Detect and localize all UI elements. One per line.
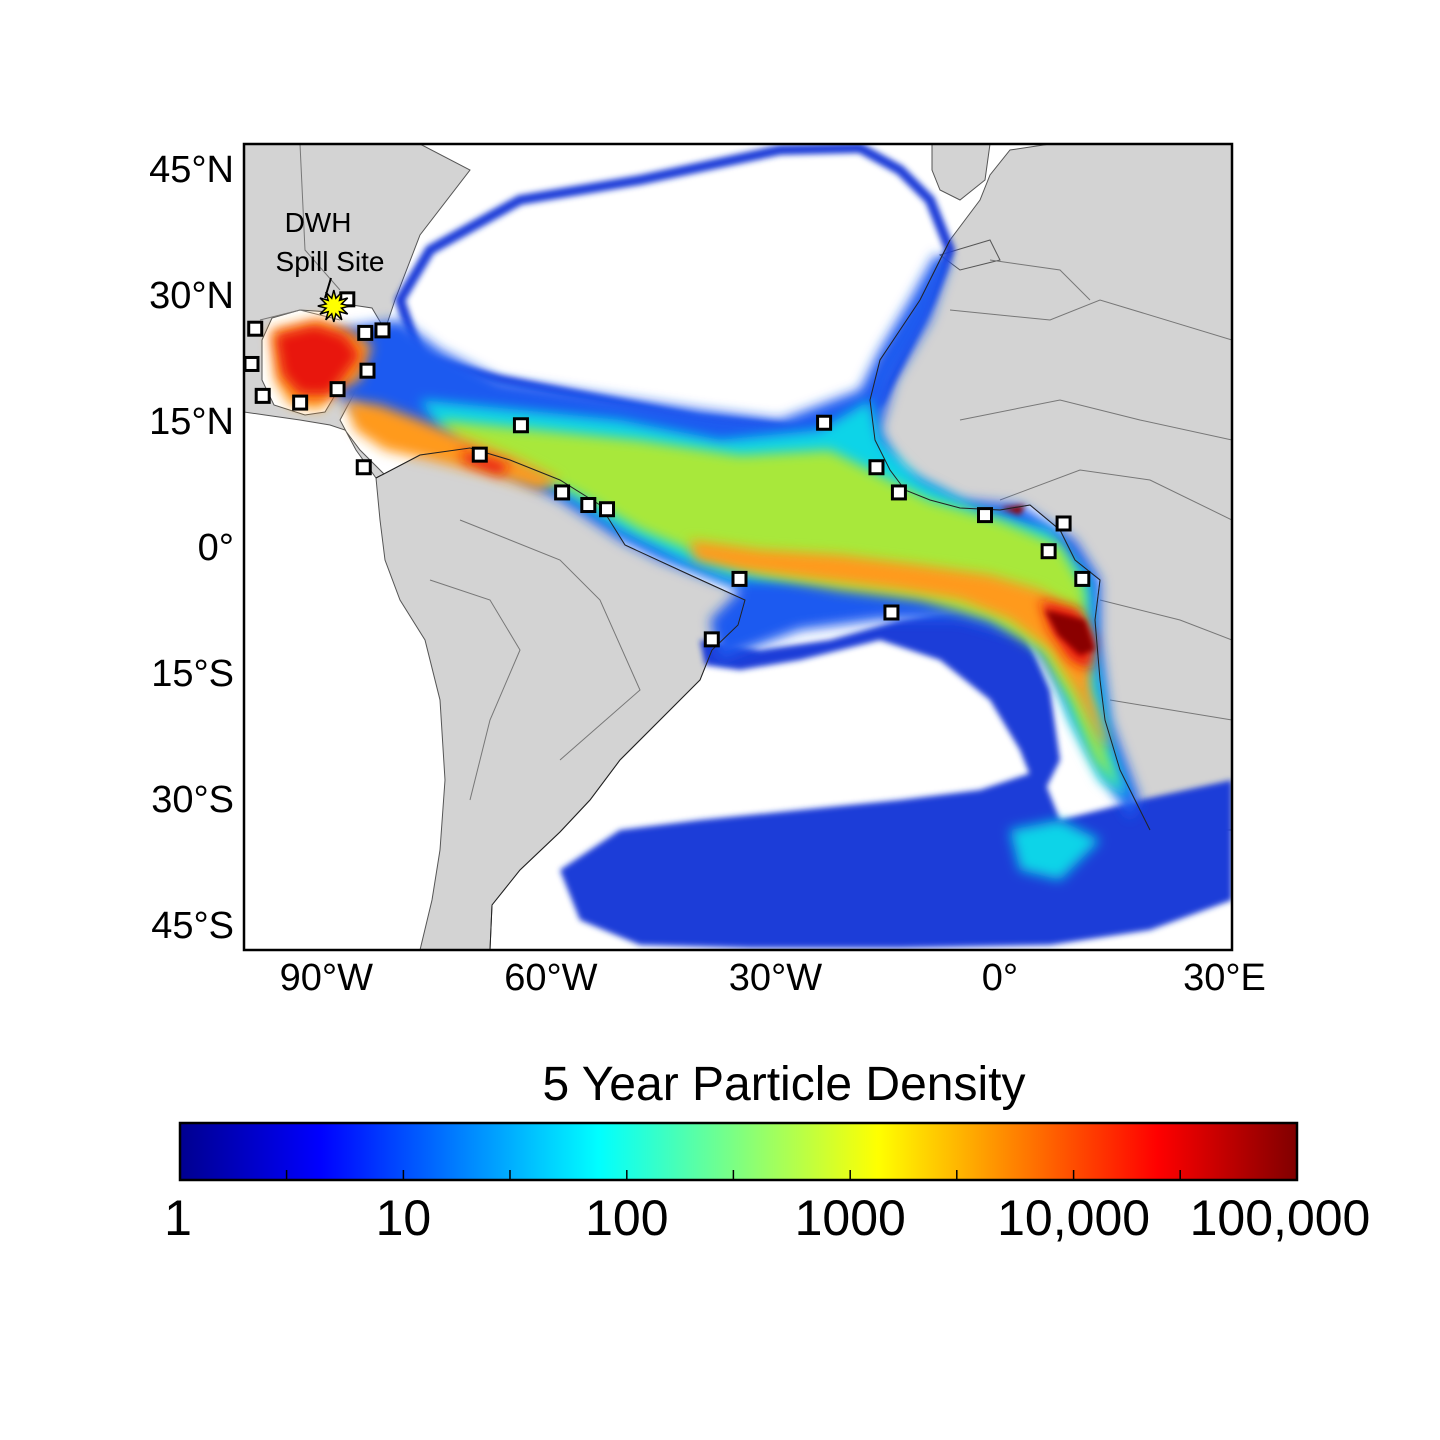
map-panel: DWH Spill Site	[242, 142, 1234, 952]
site-marker	[554, 484, 571, 501]
longitude-label: 0°	[982, 957, 1018, 999]
site-marker	[1040, 543, 1057, 560]
longitude-label: 90°W	[280, 957, 373, 999]
site-marker	[816, 414, 833, 431]
site-marker	[580, 497, 597, 514]
latitude-label: 0°	[198, 527, 234, 569]
annotation-line-1: DWH	[285, 207, 352, 238]
site-marker	[247, 320, 264, 337]
latitude-label: 45°S	[151, 905, 234, 947]
site-marker	[599, 501, 616, 518]
spill-site-star-icon	[317, 289, 350, 323]
country-borders	[259, 144, 1232, 801]
latitude-label: 30°N	[149, 275, 234, 317]
latitude-labels: 45°N 30°N 15°N 0° 15°S 30°S 45°S	[149, 149, 234, 947]
site-marker	[374, 322, 391, 339]
longitude-labels: 90°W 60°W 30°W 0° 30°E	[280, 957, 1266, 999]
site-marker	[471, 446, 488, 463]
longitude-label: 60°W	[504, 957, 597, 999]
colorbar-ticks	[285, 1170, 1181, 1180]
site-marker	[329, 381, 346, 398]
colorbar-label: 1	[164, 1190, 192, 1246]
site-marker	[292, 394, 309, 411]
longitude-label: 30°E	[1183, 957, 1266, 999]
site-marker	[883, 604, 900, 621]
colorbar: 5 Year Particle Density 1 10 100 1000 10,000…	[164, 1058, 1370, 1246]
site-marker	[977, 507, 993, 524]
site-marker	[254, 387, 271, 404]
site-marker	[359, 362, 376, 379]
longitude-label: 30°W	[729, 957, 822, 999]
latitude-label: 15°N	[149, 401, 234, 443]
annotation-line-2: Spill Site	[276, 246, 385, 277]
site-marker	[1055, 515, 1072, 532]
colorbar-label: 100	[585, 1190, 668, 1246]
annotation-leader-line	[324, 277, 332, 299]
site-markers	[244, 291, 1091, 648]
land-masses	[244, 144, 1232, 950]
colorbar-label: 100,000	[1190, 1190, 1371, 1246]
site-marker	[357, 324, 374, 341]
colorbar-label: 10,000	[997, 1190, 1150, 1246]
site-marker	[731, 570, 748, 587]
colorbar-labels: 1 10 100 1000 10,000 100,000	[164, 1190, 1370, 1246]
latitude-label: 45°N	[149, 149, 234, 191]
europe-landmass	[931, 144, 991, 201]
site-marker	[512, 417, 529, 434]
iberia-landmass	[938, 239, 1001, 271]
colorbar-label: 10	[376, 1190, 432, 1246]
map-frame	[242, 142, 1234, 952]
site-marker	[890, 484, 907, 501]
site-marker	[1074, 570, 1091, 587]
colorbar-gradient	[178, 1121, 1299, 1182]
colorbar-title: 5 Year Particle Density	[543, 1058, 1026, 1111]
colorbar-label: 1000	[795, 1190, 906, 1246]
site-marker	[355, 459, 372, 476]
latitude-label: 30°S	[151, 779, 234, 821]
site-marker	[703, 631, 720, 648]
latitude-label: 15°S	[151, 653, 234, 695]
site-marker	[244, 355, 260, 372]
site-marker	[868, 459, 885, 476]
